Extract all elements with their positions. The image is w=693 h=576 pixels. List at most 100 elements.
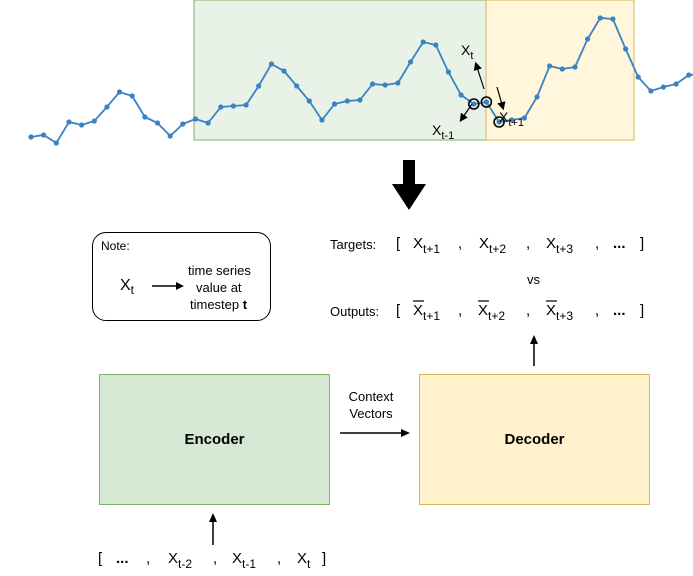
series-point xyxy=(370,81,376,87)
series-point xyxy=(496,119,502,125)
encoder-box: Encoder xyxy=(99,374,330,505)
xt1-arrow xyxy=(496,86,506,111)
series-point xyxy=(572,64,578,70)
targets-label: Targets: xyxy=(330,237,376,252)
context-vectors-label: Context Vectors xyxy=(340,388,402,422)
series-point xyxy=(319,117,325,123)
series-point xyxy=(205,120,211,126)
series-point xyxy=(458,92,464,98)
series-point xyxy=(243,102,249,108)
output-item: Xt+1 xyxy=(413,302,440,323)
series-point xyxy=(610,16,616,22)
highlight-ring xyxy=(480,96,493,108)
series-point xyxy=(483,99,489,105)
series-point xyxy=(306,98,312,104)
inputs-ellipsis: ... xyxy=(116,550,129,567)
encoder-label: Encoder xyxy=(184,431,245,448)
output-item: Xt+3 xyxy=(546,302,573,323)
targets-sep: , xyxy=(526,235,530,252)
output-item: Xt+2 xyxy=(478,302,505,323)
series-point xyxy=(635,74,641,80)
targets-ellipsis: ... xyxy=(613,235,626,252)
series-point xyxy=(585,36,591,42)
time-series-chart: Xt Xt+1 Xt-1 xyxy=(28,0,693,146)
inputs-sep: , xyxy=(213,550,217,567)
series-points xyxy=(28,15,692,146)
series-point xyxy=(256,83,262,89)
series-point xyxy=(116,89,123,95)
series-point xyxy=(395,80,401,86)
series-point xyxy=(521,115,528,121)
series-point xyxy=(192,116,199,122)
context-arrow-head xyxy=(401,429,410,437)
transform-down-arrow xyxy=(392,160,426,210)
input-item: Xt xyxy=(297,550,311,571)
xtm1-arrow xyxy=(459,103,473,122)
input-arrow-head xyxy=(209,513,217,522)
xtm1-label: Xt-1 xyxy=(432,122,454,142)
outputs-open-bracket: [ xyxy=(396,302,401,319)
series-point xyxy=(623,46,629,52)
series-point xyxy=(407,59,414,65)
vs-label: vs xyxy=(527,272,541,287)
inputs-open-bracket: [ xyxy=(98,550,103,567)
series-point xyxy=(559,66,565,72)
targets-sep: , xyxy=(595,235,599,252)
xt-arrow xyxy=(473,61,485,90)
xt-label: Xt xyxy=(461,42,473,62)
inputs-sep: , xyxy=(146,550,150,567)
series-point xyxy=(53,140,59,146)
highlighted-points xyxy=(467,96,505,128)
series-point xyxy=(154,120,161,126)
context-line-2: Vectors xyxy=(349,406,393,421)
series-point xyxy=(104,104,110,110)
series-point xyxy=(129,93,135,99)
series-point xyxy=(332,101,338,107)
target-item: Xt+3 xyxy=(546,235,573,256)
outputs-sep: , xyxy=(595,302,599,319)
series-point xyxy=(41,132,47,138)
series-point xyxy=(142,114,148,120)
outputs-ellipsis: ... xyxy=(613,302,626,319)
note-line-3-bold: t xyxy=(242,297,248,312)
target-item: Xt+1 xyxy=(413,235,440,256)
encoder-window-region xyxy=(193,0,487,141)
series-point xyxy=(28,134,34,140)
targets-open-bracket: [ xyxy=(396,235,401,252)
targets-sep: , xyxy=(458,235,462,252)
note-line-2: value at xyxy=(196,280,242,295)
series-point xyxy=(294,83,300,89)
decoder-label: Decoder xyxy=(504,431,565,448)
note-line-1: time series xyxy=(188,263,251,278)
series-point xyxy=(91,118,97,124)
series-point xyxy=(509,117,515,123)
series-point xyxy=(167,133,173,139)
context-line-1: Context xyxy=(348,389,394,404)
target-item: Xt+2 xyxy=(479,235,506,256)
series-point xyxy=(180,121,186,127)
note-title: Note: xyxy=(101,239,130,253)
series-point xyxy=(433,42,439,48)
series-point xyxy=(445,69,451,75)
series-point xyxy=(534,94,540,100)
outputs-label: Outputs: xyxy=(330,304,379,319)
note-line-3: timestep t xyxy=(190,297,247,312)
series-point xyxy=(281,68,287,74)
series-point xyxy=(471,101,477,107)
inputs-close-bracket: ] xyxy=(322,550,326,567)
series-point xyxy=(268,61,274,67)
series-point xyxy=(79,122,85,128)
series-point xyxy=(547,63,553,69)
series-point xyxy=(597,15,603,21)
series-point xyxy=(673,81,679,87)
note-box xyxy=(92,232,271,321)
inputs-sep: , xyxy=(277,550,281,567)
series-point xyxy=(660,84,667,90)
series-point xyxy=(420,39,426,45)
series-point xyxy=(357,97,363,103)
note-line-3-text: timestep xyxy=(190,297,243,312)
series-point xyxy=(66,119,72,125)
output-arrow-head xyxy=(530,335,538,344)
highlight-ring xyxy=(493,116,505,128)
